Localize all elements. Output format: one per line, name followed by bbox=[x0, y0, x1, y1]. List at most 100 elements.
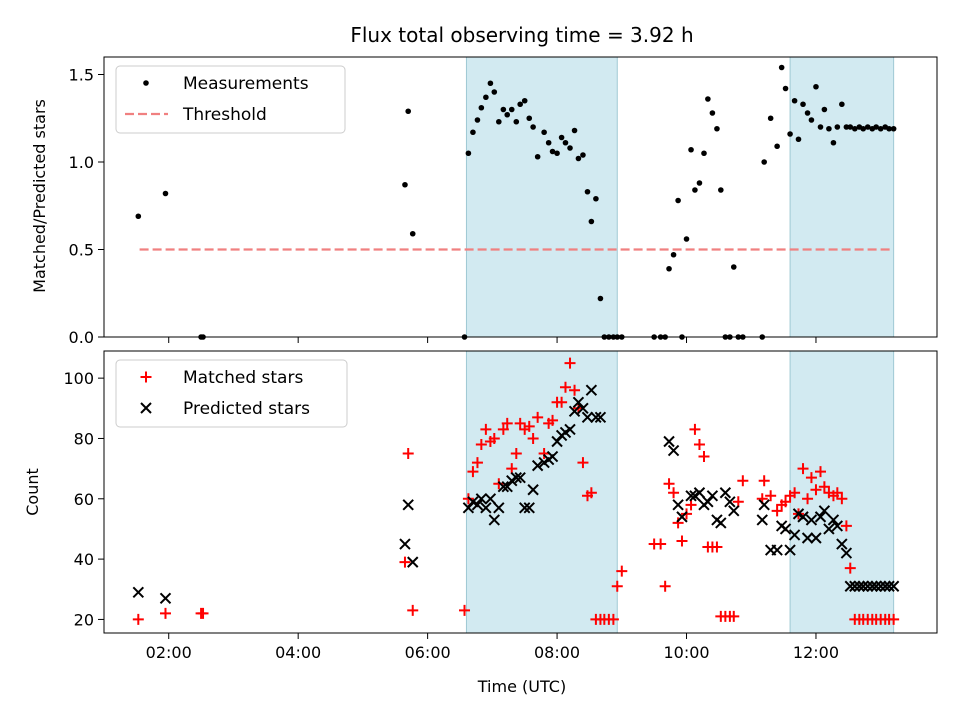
measurement-point bbox=[839, 101, 845, 108]
matched-star-point bbox=[538, 448, 550, 460]
predicted-star-point bbox=[840, 547, 853, 559]
y-tick-label: 40 bbox=[74, 550, 94, 569]
predicted-star-point bbox=[797, 511, 809, 523]
predicted-star-point bbox=[702, 496, 714, 508]
predicted-star-point bbox=[546, 450, 559, 463]
predicted-star-point bbox=[493, 502, 505, 514]
measurement-point bbox=[588, 218, 595, 225]
measurement-point bbox=[530, 124, 536, 130]
measurement-point bbox=[701, 150, 707, 157]
shaded-region-2 bbox=[789, 56, 895, 338]
predicted-star-point bbox=[883, 580, 895, 592]
predicted-star-point bbox=[706, 490, 719, 502]
x-axis-label: Time (UTC) bbox=[477, 677, 566, 696]
matched-star-point bbox=[402, 448, 414, 460]
matched-star-point bbox=[501, 417, 513, 429]
measurement-point bbox=[549, 148, 556, 155]
measurement-point bbox=[877, 125, 884, 132]
measurement-point bbox=[402, 181, 408, 188]
predicted-star-point bbox=[510, 471, 523, 484]
measurement-point bbox=[886, 125, 892, 132]
measurement-point bbox=[409, 230, 416, 237]
matched-star-point bbox=[611, 580, 623, 592]
matched-star-point bbox=[407, 604, 419, 616]
matched-star-point bbox=[488, 432, 500, 444]
legend-marker-matched bbox=[140, 371, 152, 383]
legend-marker-measurements bbox=[143, 80, 149, 86]
predicted-star-point bbox=[407, 556, 419, 568]
matched-star-point bbox=[577, 457, 589, 469]
measurement-point bbox=[666, 265, 672, 272]
measurement-point bbox=[584, 188, 591, 195]
matched-star-point bbox=[607, 613, 619, 625]
measurement-point bbox=[826, 125, 832, 132]
matched-star-point bbox=[616, 565, 628, 577]
measurement-point bbox=[483, 94, 489, 101]
measurement-point bbox=[541, 129, 547, 136]
matched-star-point bbox=[840, 520, 852, 532]
predicted-star-point bbox=[844, 580, 856, 592]
measurement-point bbox=[705, 96, 711, 102]
predicted-star-point bbox=[887, 580, 900, 592]
measurement-point bbox=[526, 115, 533, 122]
measurement-point bbox=[804, 110, 811, 116]
matched-star-point bbox=[480, 423, 492, 435]
measurement-point bbox=[675, 197, 681, 204]
matched-star-point bbox=[471, 457, 483, 469]
predicted-star-point bbox=[497, 481, 510, 493]
matched-star-point bbox=[564, 357, 576, 369]
measurement-point bbox=[696, 180, 703, 186]
matched-star-point bbox=[510, 448, 522, 460]
matched-star-point bbox=[689, 423, 701, 435]
predicted-star-point bbox=[527, 484, 539, 496]
predicted-star-point bbox=[693, 487, 706, 499]
y-tick-label: 60 bbox=[74, 490, 94, 509]
measurement-point bbox=[709, 110, 716, 116]
matched-star-point bbox=[888, 613, 900, 625]
measurement-point bbox=[714, 125, 720, 132]
predicted-star-point bbox=[814, 511, 827, 523]
measurement-point bbox=[593, 195, 599, 202]
measurement-point bbox=[864, 124, 871, 130]
measurement-point bbox=[580, 152, 586, 158]
matched-star-point bbox=[527, 432, 539, 444]
predicted-star-point bbox=[853, 580, 866, 592]
legend-marker-predicted bbox=[140, 402, 152, 414]
predicted-star-point bbox=[784, 544, 796, 556]
matched-star-point bbox=[559, 381, 571, 393]
matched-star-point bbox=[780, 496, 792, 508]
matched-star-point bbox=[569, 384, 581, 396]
measurement-point bbox=[597, 295, 604, 302]
legend-bottom: Matched stars Predicted stars bbox=[115, 359, 348, 428]
axes-frame-top bbox=[103, 56, 938, 338]
measurement-point bbox=[730, 264, 737, 270]
matched-star-point bbox=[698, 451, 710, 463]
matched-star-point bbox=[728, 610, 740, 622]
matched-star-point bbox=[711, 541, 723, 553]
predicted-star-point bbox=[471, 499, 484, 511]
matched-star-point bbox=[814, 466, 826, 478]
matched-star-point bbox=[523, 420, 535, 432]
measurement-point bbox=[478, 104, 485, 111]
predicted-star-point bbox=[551, 435, 563, 448]
matched-star-point bbox=[532, 411, 544, 423]
measurement-point bbox=[767, 115, 774, 122]
matched-star-point bbox=[693, 438, 705, 450]
predicted-star-point bbox=[849, 580, 861, 592]
measurement-point bbox=[800, 101, 806, 108]
predicted-star-point bbox=[801, 532, 814, 544]
top-y-axis-label: Matched/Predicted stars bbox=[30, 99, 49, 293]
matched-star-point bbox=[585, 487, 597, 499]
predicted-star-point bbox=[836, 538, 848, 550]
y-tick-label: 20 bbox=[74, 610, 94, 629]
y-tick-label: 1.5 bbox=[69, 66, 94, 85]
predicted-star-point bbox=[402, 499, 414, 511]
matched-star-point bbox=[810, 484, 822, 496]
predicted-star-point bbox=[866, 580, 878, 592]
predicted-star-point bbox=[585, 384, 598, 396]
legend-box bbox=[115, 359, 348, 428]
x-tick-label: 08:00 bbox=[534, 643, 580, 662]
measurement-point bbox=[474, 117, 481, 123]
matched-star-point bbox=[655, 538, 667, 550]
